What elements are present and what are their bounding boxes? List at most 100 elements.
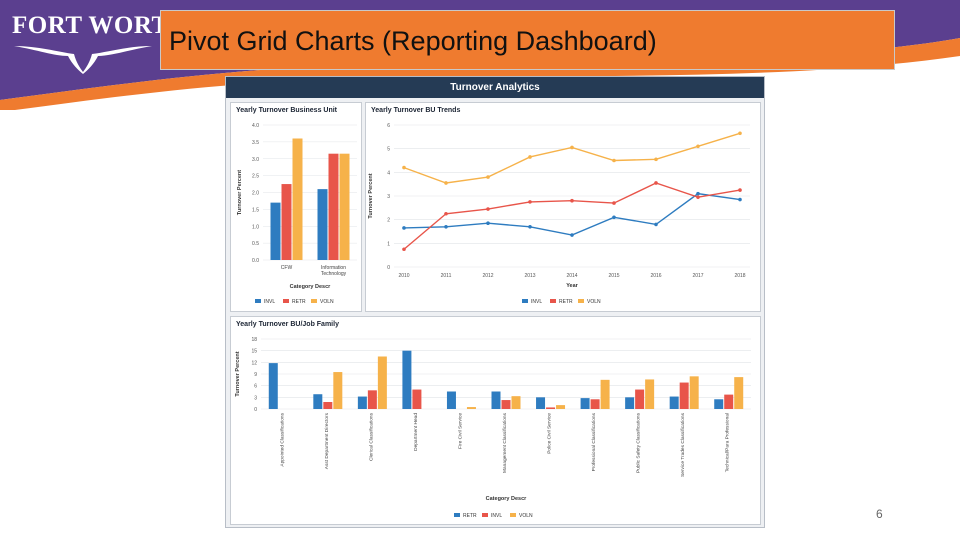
banner-orange-swoosh <box>0 38 960 110</box>
x-tick-label: 2013 <box>524 273 535 279</box>
point-voln <box>402 165 406 170</box>
point-voln <box>612 158 616 163</box>
y-tick-label: 0.0 <box>252 258 259 264</box>
y-tick-label: 1 <box>387 241 390 247</box>
bar-invl <box>317 189 328 260</box>
point-retr <box>402 247 406 252</box>
page-number: 6 <box>876 507 883 521</box>
y-tick-label: 2 <box>387 218 390 224</box>
series-line-retr <box>403 182 741 250</box>
y-tick-label: 3 <box>387 194 390 200</box>
x-tick-label: 2015 <box>608 273 619 279</box>
x-tick-label: Technology <box>321 271 347 277</box>
y-tick-label: 1.5 <box>252 207 259 213</box>
x-axis-label: Category Descr <box>486 496 528 502</box>
panel-bu-trends: 0 1 2 3 4 5 6 Turnover Percent 2010 2011 2012 2013 2… <box>365 102 761 312</box>
legend-label-voln: VOLN <box>587 299 601 305</box>
bar-invl <box>270 202 281 260</box>
legend-swatch-voln <box>510 513 516 517</box>
bar-invl <box>635 389 645 409</box>
fort-worth-logo: FORT WORTH® <box>8 6 195 76</box>
y-tick-label: 4 <box>387 170 390 176</box>
legend-swatch-retr <box>550 299 556 303</box>
bar-voln <box>689 376 699 409</box>
panel-job-family: 0 3 6 9 12 15 18 Turnover Percent Appointed Clas… <box>230 316 761 525</box>
y-tick-label: 9 <box>254 372 257 378</box>
x-tick-label: Information <box>321 265 346 271</box>
y-tick-label: 0.5 <box>252 241 259 247</box>
bar-invl <box>679 382 689 409</box>
y-tick-label: 6 <box>387 123 390 129</box>
x-tick-label: 2018 <box>734 273 745 279</box>
x-axis-label: Category Descr <box>290 284 332 290</box>
x-tick-label: 2014 <box>566 273 577 279</box>
y-axis-label: Turnover Percent <box>237 170 243 215</box>
chart-title-business-unit: Yearly Turnover Business Unit <box>236 107 338 114</box>
point-retr <box>570 198 574 203</box>
point-voln <box>738 131 742 136</box>
point-retr <box>612 201 616 205</box>
dashboard-header: Turnover Analytics <box>226 77 764 98</box>
slide-title-box: Pivot Grid Charts (Reporting Dashboard) <box>160 10 895 70</box>
bar-invl <box>501 400 511 409</box>
legend-label-retr: RETR <box>559 299 573 305</box>
point-retr <box>486 207 490 211</box>
x-tick-label: 2012 <box>482 273 493 279</box>
legend-label-invl: INVL <box>264 299 275 305</box>
y-axis-label: Turnover Percent <box>235 351 241 396</box>
legend-label-invl: INVL <box>491 513 502 519</box>
x-axis-label: Year <box>566 283 578 289</box>
bar-voln <box>377 356 387 409</box>
legend-swatch-voln <box>311 299 317 303</box>
x-tick-label: Professional Classifications <box>591 412 597 471</box>
y-tick-label: 0 <box>254 407 257 413</box>
bar-retr <box>714 399 724 409</box>
chart-business-unit: 0.0 0.5 1.0 1.5 2.0 2.5 3.0 3.5 4.0 Turnover Perc… <box>237 123 357 305</box>
bar-invl <box>724 394 734 409</box>
point-invl <box>528 224 532 229</box>
point-invl <box>444 224 448 229</box>
y-tick-label: 6 <box>254 384 257 390</box>
point-voln <box>486 175 490 179</box>
y-tick-label: 12 <box>251 360 257 366</box>
point-invl <box>696 191 700 196</box>
bar-invl <box>590 399 600 409</box>
legend-swatch-retr <box>454 513 460 517</box>
legend-swatch-invl <box>522 299 528 303</box>
x-tick-label: Service Trades Classifications <box>680 412 686 477</box>
bar-retr <box>281 184 292 260</box>
legend-swatch-retr <box>283 299 289 303</box>
y-tick-label: 4.0 <box>252 123 259 129</box>
point-retr <box>528 200 532 204</box>
bar-retr <box>268 363 278 409</box>
bar-retr <box>357 396 367 409</box>
series-line-voln <box>403 132 741 184</box>
bar-voln <box>292 138 303 260</box>
bar-retr <box>328 153 339 260</box>
bar-voln <box>600 379 610 409</box>
legend-label-retr: RETR <box>292 299 306 305</box>
point-invl <box>570 233 574 237</box>
slide-title: Pivot Grid Charts (Reporting Dashboard) <box>169 26 657 56</box>
bar-retr <box>669 396 679 409</box>
bar-retr <box>580 398 590 409</box>
point-voln <box>654 157 658 162</box>
bar-voln <box>511 396 521 409</box>
panel-business-unit: 0.0 0.5 1.0 1.5 2.0 2.5 3.0 3.5 4.0 Turnover Perc… <box>230 102 362 312</box>
x-tick-label: 2017 <box>692 273 703 279</box>
y-tick-label: 1.0 <box>252 224 259 230</box>
x-tick-label: Technical/Para Professional <box>725 413 731 472</box>
point-invl <box>486 221 490 226</box>
point-retr <box>696 195 700 199</box>
bar-voln <box>466 407 476 409</box>
point-retr <box>654 181 658 185</box>
x-tick-label: 2011 <box>441 273 452 279</box>
y-tick-label: 0 <box>387 265 390 271</box>
chart-bu-trends: 0 1 2 3 4 5 6 Turnover Percent 2010 2011 2012 2013 2… <box>368 123 750 305</box>
y-tick-label: 2.0 <box>252 191 259 197</box>
bar-retr <box>402 350 412 409</box>
bar-retr <box>491 391 501 409</box>
y-tick-label: 3 <box>254 395 257 401</box>
chart-job-family: 0 3 6 9 12 15 18 Turnover Percent Appointed Clas… <box>235 337 751 519</box>
bar-voln <box>333 372 343 409</box>
